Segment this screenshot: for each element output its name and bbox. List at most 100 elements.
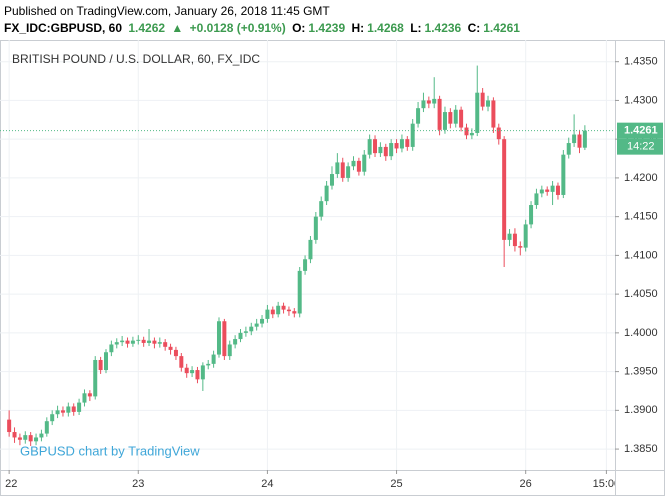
candle-body: [572, 134, 577, 144]
candle-body: [507, 233, 512, 240]
candle-body: [125, 340, 130, 344]
candle-body: [243, 331, 248, 333]
candle-body: [254, 323, 259, 327]
candle-body: [496, 127, 501, 140]
y-tick-label: 1.4100: [624, 249, 658, 261]
candle-body: [442, 112, 447, 130]
countdown: 14:22: [627, 141, 655, 153]
candle-body: [233, 339, 238, 345]
candle-body: [120, 340, 125, 343]
y-tick-label: 1.4200: [624, 172, 658, 184]
candle-body: [195, 370, 200, 380]
candle-body: [378, 146, 383, 154]
candle-body: [459, 109, 464, 128]
candle-body: [93, 359, 98, 397]
candle-body: [453, 109, 458, 124]
ohlc-label: C:: [467, 21, 481, 35]
ohlc-value: 1.4261: [483, 21, 520, 35]
candle-body: [373, 139, 378, 154]
candle-body: [190, 370, 195, 374]
last-price-box: [617, 122, 663, 139]
ohlc-value: 1.4236: [424, 21, 462, 35]
candle-body: [469, 132, 474, 136]
candle-body: [77, 402, 82, 412]
candle-body: [545, 189, 550, 192]
candle-body: [303, 259, 308, 271]
candle-body: [389, 143, 394, 157]
candle-body: [152, 340, 157, 344]
candle-body: [399, 139, 404, 149]
candle-body: [367, 139, 372, 155]
candle-body: [103, 352, 108, 371]
x-tick-label: 15:00: [593, 478, 621, 490]
candle-body: [60, 410, 65, 413]
candle-body: [292, 311, 297, 314]
candle-body: [577, 134, 582, 148]
candle-body: [340, 162, 345, 178]
candle-body: [523, 224, 528, 248]
candle-body: [173, 349, 178, 357]
candle-body: [308, 239, 313, 260]
candle-body: [421, 100, 426, 109]
candle-body: [512, 233, 517, 247]
change: +0.0128 (+0.91%): [189, 21, 286, 35]
candle-body: [329, 174, 334, 186]
candle-body: [410, 123, 415, 147]
candle-body: [34, 437, 39, 442]
x-tick-label: 26: [520, 478, 532, 490]
candle-body: [437, 98, 442, 130]
candle-body: [7, 419, 12, 433]
candle-body: [44, 421, 49, 434]
candle-body: [480, 92, 485, 107]
candle-body: [448, 112, 453, 124]
candle-body: [66, 406, 71, 413]
candle-body: [486, 100, 491, 107]
candle-body: [200, 365, 205, 380]
price: 1.4262: [128, 21, 166, 35]
candle-body: [502, 139, 507, 240]
candle-body: [147, 340, 152, 343]
candle-body: [168, 346, 173, 350]
candle-body: [17, 437, 22, 440]
candle-body: [179, 356, 184, 368]
candle-body: [561, 154, 566, 195]
candle-body: [249, 326, 254, 332]
candle-body: [475, 92, 480, 133]
candle-body: [356, 160, 361, 172]
candle-body: [265, 309, 270, 319]
candle-body: [566, 143, 571, 155]
candle-body: [141, 339, 146, 343]
candle-body: [211, 354, 216, 364]
y-tick-label: 1.4350: [624, 56, 658, 68]
x-tick-label: 24: [261, 478, 273, 490]
y-tick-label: 1.3850: [624, 443, 658, 455]
y-tick-label: 1.4150: [624, 211, 658, 223]
candle-body: [324, 185, 329, 202]
candle-body: [297, 270, 302, 314]
x-tick-label: 25: [390, 478, 402, 490]
candle-body: [529, 205, 534, 225]
ohlc-label: O:: [292, 21, 306, 35]
candle-body: [405, 139, 410, 147]
candle-body: [270, 309, 275, 315]
ohlc-value: 1.4239: [308, 21, 346, 35]
countdown-box: [617, 138, 663, 155]
chart-frame: [0, 40, 665, 496]
candle-body: [109, 344, 114, 353]
candle-body: [39, 433, 44, 438]
candle-body: [539, 189, 544, 194]
candle-body: [163, 342, 168, 347]
candle-body: [222, 321, 227, 357]
candle-body: [464, 127, 469, 136]
y-tick-label: 1.4000: [624, 327, 658, 339]
candle-body: [130, 340, 135, 344]
candle-body: [426, 100, 431, 104]
candle-body: [184, 367, 189, 374]
candle-body: [28, 435, 33, 442]
last-price-label: 1.4261: [624, 125, 658, 137]
candle-body: [71, 406, 76, 412]
chart-title: BRITISH POUND / U.S. DOLLAR, 60, FX_IDC: [12, 52, 260, 66]
candle-body: [136, 339, 141, 341]
candle-body: [238, 332, 243, 340]
candle-body: [227, 344, 232, 357]
